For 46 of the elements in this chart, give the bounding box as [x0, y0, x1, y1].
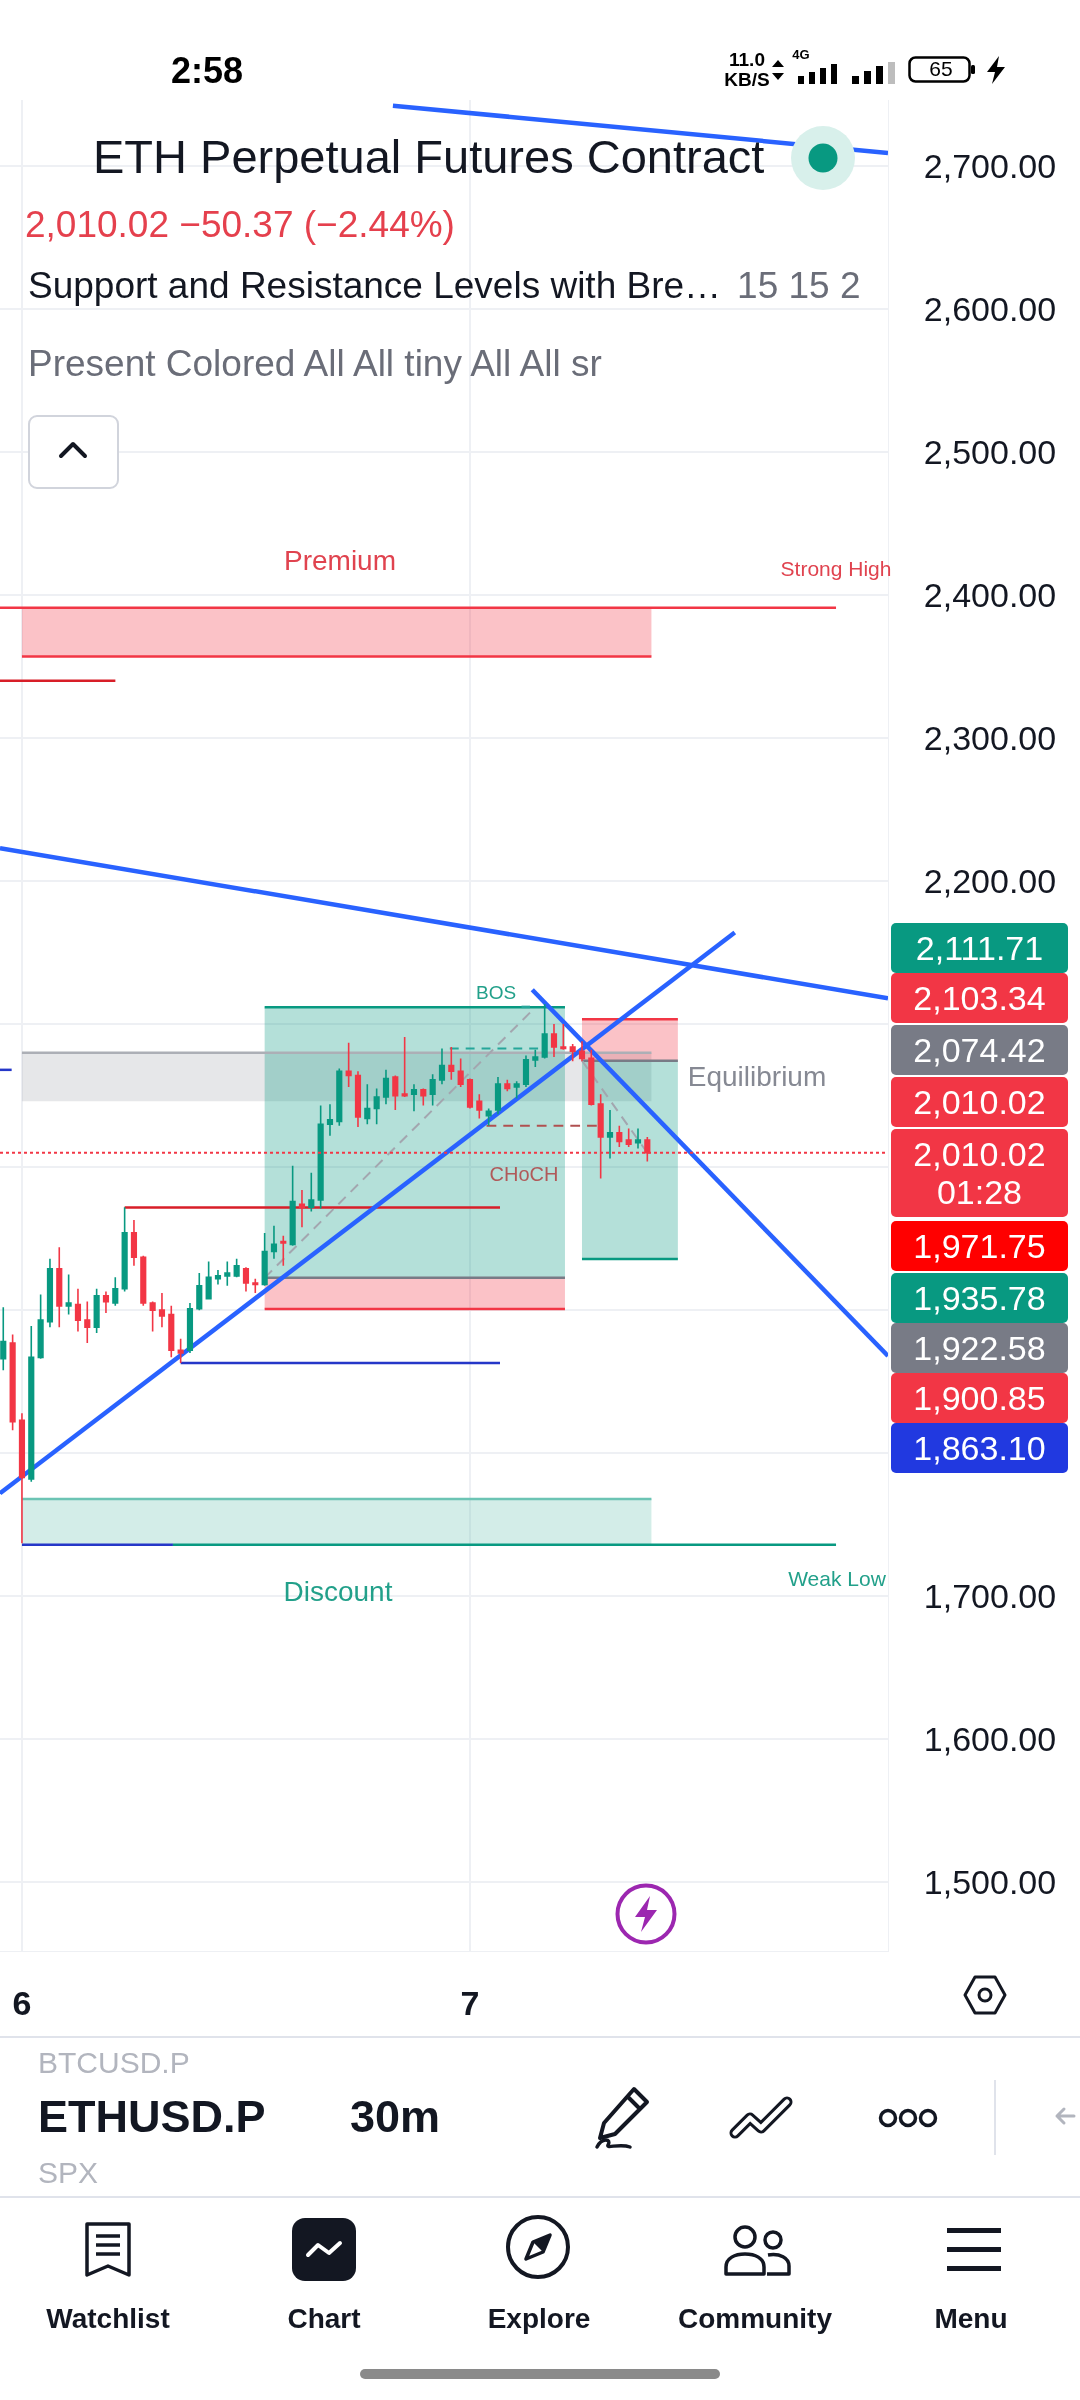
x-tick-label: 7 — [460, 1983, 480, 2022]
text: 2,010.02 — [891, 1077, 1068, 1127]
text: Community — [678, 2302, 832, 2335]
y-tick-label: 1,500.00 — [923, 1863, 1057, 1902]
text: 65 — [929, 57, 953, 81]
annotation: BOS — [476, 982, 517, 1003]
text: 1,935.78 — [891, 1273, 1068, 1323]
text: 2,111.71 — [891, 923, 1068, 973]
annotation: Premium — [283, 544, 397, 577]
annotation: Present Colored All All tiny All All sr — [28, 342, 602, 385]
text: ETHUSD.P — [38, 2091, 266, 2143]
text: 1,922.58 — [891, 1323, 1068, 1373]
annotation: Weak Low — [788, 1567, 886, 1591]
annotation: 15 15 2 — [737, 264, 861, 307]
annotation: Strong High — [780, 557, 892, 581]
annotation: Discount — [283, 1575, 393, 1608]
y-tick-label: 2,300.00 — [923, 718, 1057, 757]
text: Chart — [287, 2302, 361, 2335]
text: 2:58 — [170, 50, 244, 92]
text: 1,900.85 — [891, 1373, 1068, 1423]
y-tick-label: 2,700.00 — [923, 146, 1057, 185]
y-tick-label: 2,400.00 — [923, 575, 1057, 614]
text: 1,971.75 — [891, 1221, 1068, 1271]
text: 2,010.02 −50.37 (−2.44%) — [25, 203, 455, 246]
annotation: Support and Resistance Levels with Bre… — [28, 264, 722, 307]
ref-line-label: 2,010.02 01:28 — [891, 1129, 1068, 1217]
y-tick-label: 2,600.00 — [923, 289, 1057, 328]
text: 30m — [350, 2091, 441, 2143]
y-tick-label: 2,500.00 — [923, 432, 1057, 471]
text: Explore — [487, 2302, 591, 2335]
text: BTCUSD.P — [38, 2045, 190, 2079]
text: 2,103.34 — [891, 973, 1068, 1023]
text: 1,863.10 — [891, 1423, 1068, 1473]
y-tick-label: 1,600.00 — [923, 1720, 1057, 1759]
annotation: Equilibrium — [687, 1060, 827, 1093]
x-tick-label: 6 — [12, 1983, 32, 2022]
text: Watchlist — [46, 2302, 170, 2335]
annotation: CHoCH — [489, 1163, 559, 1185]
text: Menu — [934, 2302, 1008, 2335]
text: 4G — [792, 46, 810, 63]
y-tick-label: 2,200.00 — [923, 861, 1057, 900]
y-tick-label: 1,700.00 — [923, 1577, 1057, 1616]
text: SPX — [38, 2155, 99, 2189]
text: 2,074.42 — [891, 1025, 1068, 1075]
text: ETH Perpetual Futures Contract — [93, 130, 765, 184]
text: 11.0 KB/S — [724, 49, 770, 90]
